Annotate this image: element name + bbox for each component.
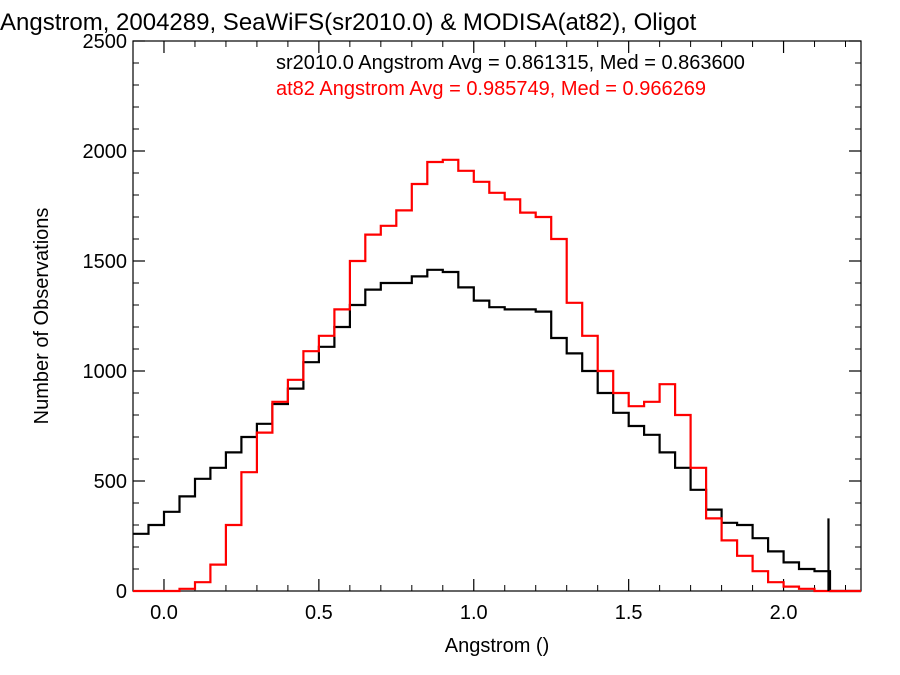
y-tick-label: 1000	[83, 361, 128, 383]
y-tick-label: 500	[94, 471, 127, 493]
y-tick-label: 0	[116, 581, 127, 603]
y-axis-label: Number of Observations	[31, 208, 53, 425]
annotation-red: at82 Angstrom Avg = 0.985749, Med = 0.96…	[276, 78, 706, 100]
x-axis-ticks: 0.0 0.5 1.0 1.5 2.0	[132, 41, 847, 624]
x-tick-label: 2.0	[770, 602, 798, 624]
x-tick-label: 1.5	[615, 602, 643, 624]
plot-frame	[132, 40, 862, 592]
chart-title: Angstrom, 2004289, SeaWiFS(sr2010.0) & M…	[0, 9, 697, 36]
y-tick-label: 2000	[83, 141, 128, 163]
series-line-2	[133, 158, 861, 593]
x-tick-label: 0.5	[305, 602, 333, 624]
series-line-1	[133, 268, 861, 593]
y-tick-label: 1500	[83, 251, 128, 273]
y-axis-ticks: 0 500 1000 1500 2000 2500	[83, 31, 861, 603]
x-axis-label: Angstrom ()	[445, 635, 549, 657]
annotation-black: sr2010.0 Angstrom Avg = 0.861315, Med = …	[276, 52, 745, 74]
x-tick-label: 1.0	[460, 602, 488, 624]
x-tick-label: 0.0	[150, 602, 178, 624]
y-tick-label: 2500	[83, 31, 128, 53]
series-layer	[133, 158, 861, 593]
